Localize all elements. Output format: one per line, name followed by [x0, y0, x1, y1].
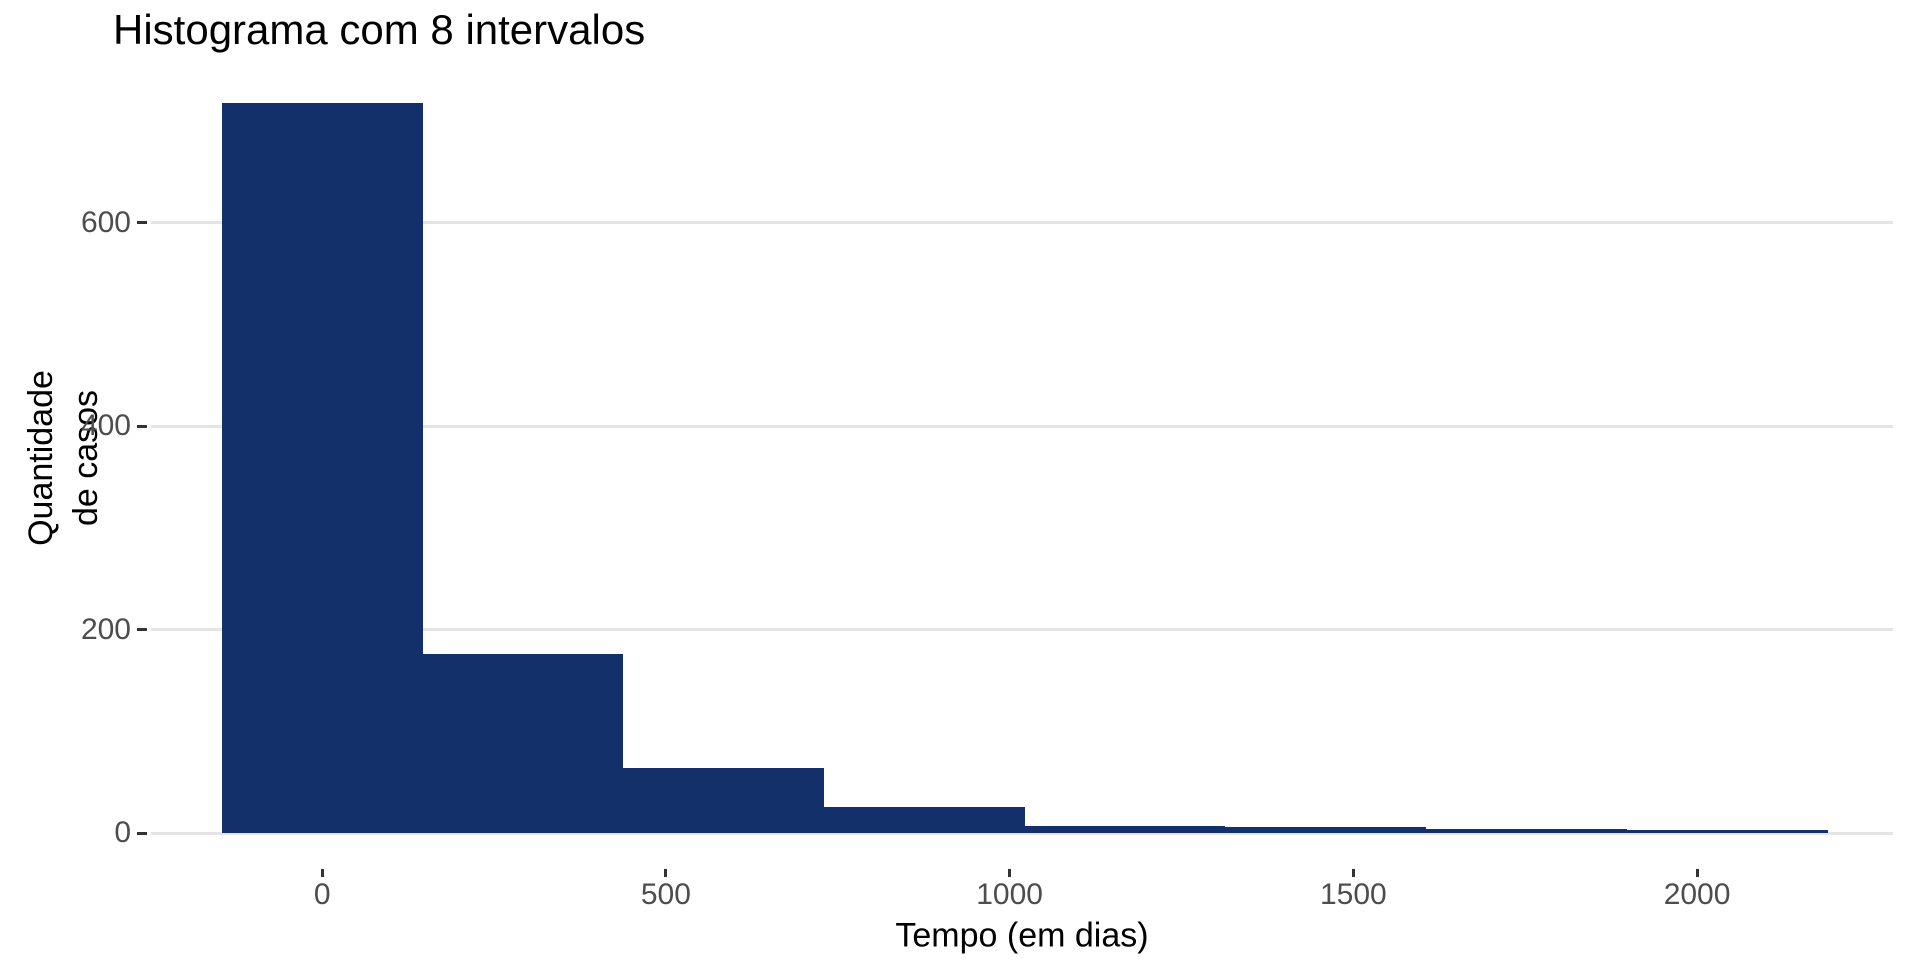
histogram-bar: [824, 806, 1025, 833]
gridline-y-600: [151, 221, 1893, 225]
y-tick-label-0: 0: [114, 816, 131, 849]
y-axis-title-line1: Quantidade: [22, 370, 60, 546]
x-tick-mark-1500: [1351, 869, 1355, 877]
y-axis-title: Quantidade de casos: [19, 370, 109, 546]
x-tick-mark-0: [320, 869, 324, 877]
y-tick-label-600: 600: [80, 205, 131, 239]
y-tick-mark-400: [137, 424, 147, 428]
x-tick-label-2000: 2000: [1663, 878, 1731, 911]
histogram-bar: [1626, 829, 1828, 833]
y-axis-title-line2: de casos: [67, 389, 105, 527]
x-tick-label-0: 0: [313, 878, 331, 911]
x-tick-label-1000: 1000: [976, 878, 1043, 911]
histogram-bar: [623, 767, 824, 833]
y-tick-mark-0: [137, 831, 147, 835]
histogram-bar: [1225, 826, 1427, 833]
x-tick-label-500: 500: [640, 878, 691, 911]
gridline-y-0: [151, 831, 1893, 835]
y-tick-mark-200: [137, 628, 147, 632]
histogram-bar: [422, 653, 624, 833]
x-tick-mark-500: [664, 869, 668, 877]
histogram-bar: [1426, 828, 1627, 833]
y-tick-label-200: 200: [80, 612, 131, 646]
histogram-bar: [221, 102, 423, 833]
y-tick-mark-600: [137, 221, 147, 225]
x-tick-label-1500: 1500: [1319, 878, 1387, 911]
x-axis-title: Tempo (em dias): [895, 916, 1149, 955]
histogram-bar: [1024, 825, 1226, 833]
x-tick-mark-2000: [1695, 869, 1699, 877]
gridline-y-400: [151, 424, 1893, 428]
chart-title: Histograma com 8 intervalos: [113, 6, 646, 53]
x-tick-mark-1000: [1008, 869, 1012, 877]
y-tick-label-400: 400: [80, 409, 131, 443]
gridline-y-200: [151, 628, 1893, 632]
